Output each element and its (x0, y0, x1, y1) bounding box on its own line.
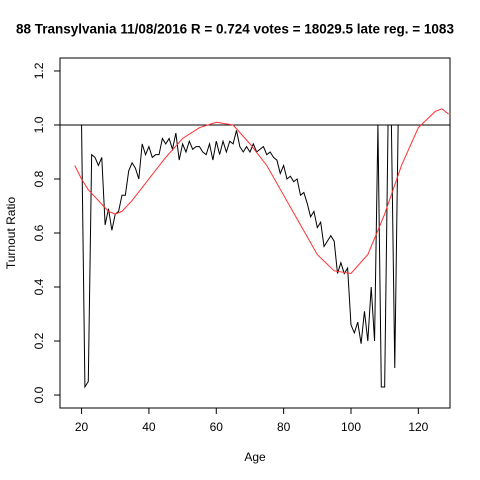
y-tick-label: 0.2 (32, 332, 46, 349)
y-tick-label: 1.0 (32, 116, 46, 133)
x-tick-label: 80 (277, 420, 291, 434)
x-tick-label: 20 (75, 420, 89, 434)
y-tick-label: 0.4 (32, 278, 46, 295)
chart-title: 88 Transylvania 11/08/2016 R = 0.724 vot… (16, 22, 454, 37)
x-axis-label: Age (244, 450, 266, 464)
x-tick-label: 60 (210, 420, 224, 434)
series-line (81, 124, 399, 389)
x-tick-label: 100 (341, 420, 361, 434)
y-tick-label: 0.0 (32, 386, 46, 403)
y-tick-label: 1.2 (32, 62, 46, 79)
x-tick-label: 40 (142, 420, 156, 434)
x-tick-label: 120 (408, 420, 428, 434)
y-tick-label: 0.6 (32, 224, 46, 241)
y-tick-label: 0.8 (32, 170, 46, 187)
y-axis-label: Turnout Ratio (4, 197, 18, 270)
series-line (74, 108, 449, 275)
